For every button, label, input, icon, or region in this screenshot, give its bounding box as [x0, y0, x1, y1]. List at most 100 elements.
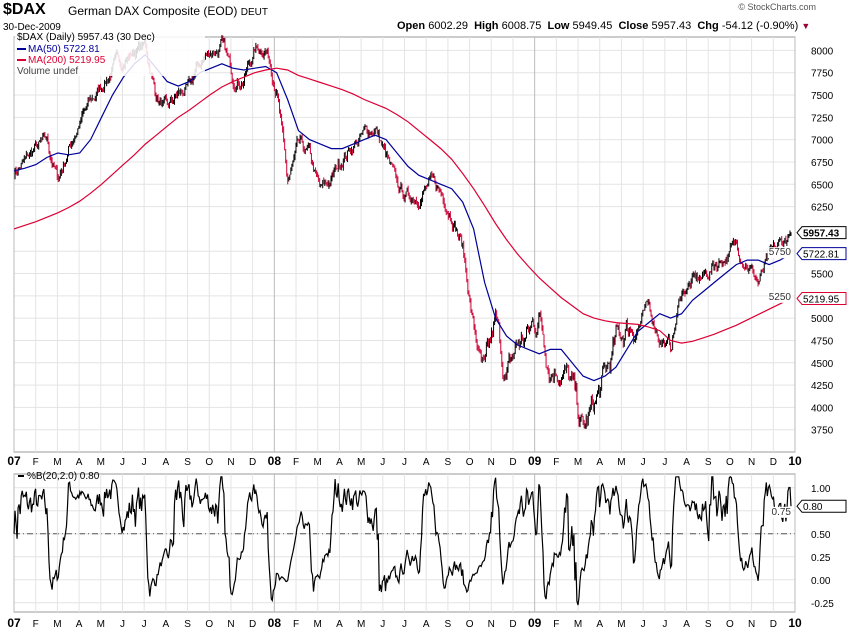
month-tick-label: O	[205, 457, 213, 468]
open-label: Open	[397, 20, 426, 32]
month-tick-label: D	[770, 619, 777, 630]
month-tick-label: A	[163, 619, 170, 630]
month-tick-label: A	[423, 619, 430, 630]
ma50-tag: 5722.81	[803, 250, 840, 261]
month-tick-label: M	[53, 457, 61, 468]
brand-link[interactable]: © StockCharts.com	[738, 2, 816, 12]
tick-label-background	[767, 247, 793, 259]
ma200-tag: 5219.95	[803, 294, 840, 305]
month-tick-label: M	[617, 619, 625, 630]
month-tick-label: A	[163, 457, 170, 468]
month-tick-label: J	[662, 619, 667, 630]
month-tick-label: J	[662, 457, 667, 468]
month-tick-label: A	[336, 457, 343, 468]
chart-date: 30-Dec-2009	[3, 22, 61, 33]
month-tick-label: S	[705, 457, 712, 468]
month-tick-label: J	[120, 457, 125, 468]
month-tick-label: 09	[528, 454, 542, 468]
month-tick-label: F	[33, 619, 39, 630]
month-tick-label: F	[293, 619, 299, 630]
month-tick-label: 07	[7, 454, 21, 468]
pctb-tick-label: 0.75	[772, 507, 792, 518]
month-tick-label: J	[120, 619, 125, 630]
pctb-tag: 0.80	[803, 502, 823, 513]
chg-label: Chg	[697, 20, 719, 32]
price-tick-label: 4250	[811, 381, 834, 392]
month-tick-label: M	[314, 619, 322, 630]
month-tick-label: F	[293, 457, 299, 468]
tick-label-background	[767, 291, 793, 303]
price-tick-label: 3750	[811, 426, 834, 437]
month-tick-label: M	[314, 457, 322, 468]
price-tick-label: 6750	[811, 158, 834, 169]
price-tick-label: 7250	[811, 113, 834, 124]
month-tick-label: M	[574, 457, 582, 468]
low-label: Low	[547, 20, 570, 32]
month-tick-label: D	[770, 457, 777, 468]
month-tick-label: N	[227, 619, 234, 630]
ma200-line	[13, 67, 792, 344]
month-tick-label: D	[509, 457, 516, 468]
month-tick-label: A	[76, 457, 83, 468]
pctb-line	[13, 476, 792, 606]
month-tick-label: J	[402, 457, 407, 468]
month-tick-label: M	[53, 619, 61, 630]
pctb-tick-label: 0.25	[811, 553, 831, 564]
month-tick-label: J	[142, 619, 147, 630]
month-tick-label: S	[705, 619, 712, 630]
month-tick-label: S	[184, 457, 191, 468]
price-tick-label: 4000	[811, 403, 834, 414]
month-tick-label: S	[184, 619, 191, 630]
month-tick-label: N	[748, 619, 755, 630]
month-tick-label: S	[445, 457, 452, 468]
price-tick-label: 6500	[811, 180, 834, 191]
legend-price: $DAX (Daily) 5957.43 (30 Dec)	[17, 32, 155, 43]
month-tick-label: N	[227, 457, 234, 468]
symbol: $DAX	[3, 1, 46, 18]
close-tag: 5957.43	[803, 229, 840, 240]
pctb-legend: %B(20,2.0) 0.80	[18, 471, 100, 482]
ma50-tag-box	[796, 247, 847, 261]
month-tick-label: M	[97, 457, 105, 468]
month-tick-label: M	[357, 619, 365, 630]
month-tick-label: J	[380, 619, 385, 630]
month-tick-label: M	[574, 619, 582, 630]
price-tick-label: 5500	[811, 270, 834, 281]
legend-ma50: MA(50) 5722.81	[28, 44, 100, 55]
month-tick-label: 08	[268, 616, 282, 630]
price-tick-label: 4750	[811, 336, 834, 347]
month-tick-label: A	[596, 619, 603, 630]
high-value: 6008.75	[501, 20, 542, 32]
month-tick-label: J	[641, 457, 646, 468]
ohlc-summary: Open 6002.29 High 6008.75 Low 5949.45 Cl…	[397, 20, 810, 33]
month-tick-label: J	[402, 619, 407, 630]
low-value: 5949.45	[572, 20, 613, 32]
month-tick-label: M	[617, 457, 625, 468]
month-tick-label: D	[249, 619, 256, 630]
month-tick-label: O	[205, 619, 213, 630]
month-tick-label: O	[726, 619, 734, 630]
month-tick-label: A	[423, 457, 430, 468]
month-tick-label: A	[76, 619, 83, 630]
pctb-tick-label: 0.50	[811, 530, 831, 541]
month-tick-label: F	[33, 457, 39, 468]
month-tick-label: J	[380, 457, 385, 468]
pctb-tick-label: 1.00	[811, 484, 831, 495]
price-tick-label: 7000	[811, 136, 834, 147]
legend-ma200: MA(200) 5219.95	[28, 55, 106, 66]
price-tick-label: 8000	[811, 46, 834, 57]
month-tick-label: D	[249, 457, 256, 468]
price-tick-label: 5750	[769, 247, 792, 258]
month-tick-label: 09	[528, 616, 542, 630]
month-tick-label: 10	[788, 616, 802, 630]
security-name-text: German DAX Composite (EOD)	[68, 4, 238, 18]
month-tick-label: N	[488, 457, 495, 468]
month-tick-label: J	[142, 457, 147, 468]
pctb-tick-label: -0.25	[811, 599, 834, 610]
month-tick-label: O	[466, 457, 474, 468]
month-tick-label: N	[748, 457, 755, 468]
close-label: Close	[618, 20, 649, 32]
price-tick-label: 5000	[811, 314, 834, 325]
month-tick-label: A	[336, 619, 343, 630]
